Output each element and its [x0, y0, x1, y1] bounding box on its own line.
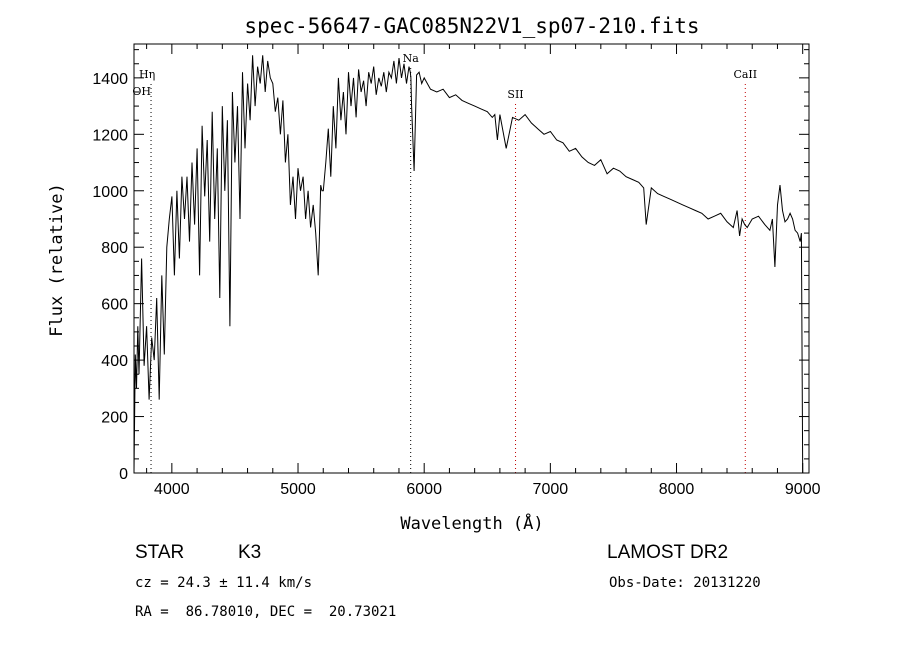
y-tick-label: 800 — [101, 240, 128, 257]
object-class: STAR — [135, 542, 185, 563]
spectral-line-label: CaII — [733, 68, 757, 81]
spectral-line-label: Hη — [139, 68, 155, 81]
redshift-text: cz = 24.3 ± 11.4 km/s — [135, 575, 313, 591]
x-tick-label: 5000 — [280, 481, 316, 498]
obs-date-text: Obs-Date: 20131220 — [609, 575, 761, 591]
coordinates-text: RA = 86.78010, DEC = 20.73021 — [135, 604, 397, 620]
y-tick-label: 1400 — [92, 71, 128, 88]
chart-title: spec-56647-GAC085N22V1_sp07-210.fits — [244, 14, 699, 38]
y-axis-label: Flux (relative) — [47, 183, 67, 337]
x-tick-label: 8000 — [659, 481, 695, 498]
y-tick-label: 600 — [101, 297, 128, 314]
x-tick-label: 6000 — [406, 481, 442, 498]
y-tick-label: 1200 — [92, 127, 128, 144]
spectral-line-markers: Hη OH Na SII CaII — [132, 52, 757, 473]
y-tick-label: 1000 — [92, 184, 128, 201]
x-tick-label: 4000 — [154, 481, 190, 498]
spectral-subclass: K3 — [238, 542, 262, 563]
x-tick-label: 7000 — [533, 481, 569, 498]
y-tick-label: 0 — [119, 466, 128, 483]
x-tick-label: 9000 — [785, 481, 821, 498]
axis-ticks: 4000 5000 6000 7000 8000 9000 0 200 400 600 800 100… — [92, 44, 821, 498]
spectral-line-label: OH — [132, 85, 151, 98]
spectrum-line — [133, 55, 804, 474]
y-tick-label: 200 — [101, 410, 128, 427]
x-axis-label: Wavelength (Å) — [400, 512, 543, 534]
spectral-line-label: Na — [403, 52, 420, 65]
y-tick-label: 400 — [101, 353, 128, 370]
spectral-line-label: SII — [507, 88, 523, 101]
survey-name: LAMOST DR2 — [607, 542, 729, 563]
plot-frame — [133, 43, 810, 474]
